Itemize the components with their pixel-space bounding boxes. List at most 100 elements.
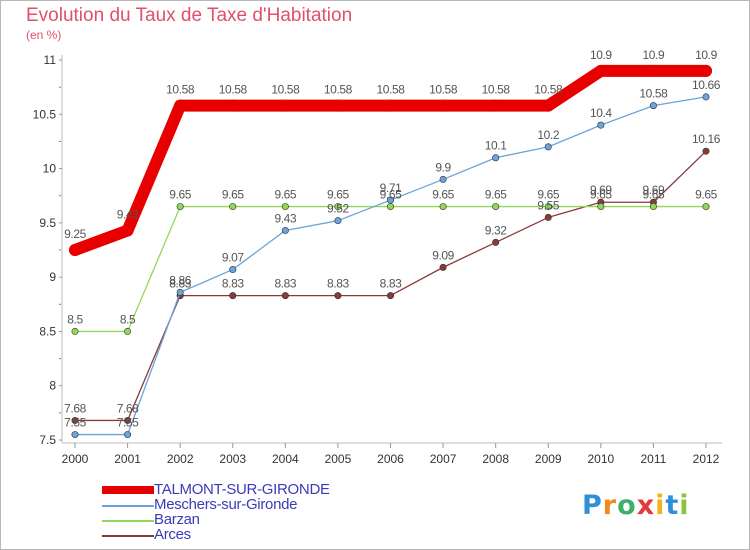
data-point	[439, 175, 447, 183]
data-point	[124, 416, 132, 424]
data-point	[702, 147, 710, 155]
data-label: 9.69	[590, 183, 612, 197]
data-label: 10.4	[590, 106, 612, 120]
data-point	[279, 99, 292, 112]
data-point	[174, 99, 187, 112]
data-point	[71, 416, 79, 424]
data-point	[334, 217, 342, 225]
data-point	[176, 288, 184, 296]
data-point	[542, 99, 555, 112]
series-line	[69, 64, 712, 256]
data-label: 10.16	[692, 132, 721, 146]
y-tick-label: 9	[49, 270, 56, 284]
data-point	[124, 327, 132, 335]
data-label: 10.2	[537, 128, 559, 142]
logo-letter: x	[636, 490, 656, 521]
data-label: 10.1	[485, 139, 507, 153]
data-point	[386, 196, 394, 204]
data-label: 9.65	[643, 188, 665, 202]
data-point	[281, 292, 289, 300]
data-label: 9.07	[222, 251, 244, 265]
data-label: 8.83	[327, 277, 349, 291]
data-point	[649, 203, 657, 211]
data-label: 8.5	[67, 312, 83, 326]
x-tick-label: 2011	[641, 452, 667, 466]
series-line	[74, 96, 707, 436]
data-label: 9.52	[327, 202, 349, 216]
data-point	[700, 64, 712, 77]
data-point	[544, 213, 552, 221]
data-point	[647, 64, 660, 77]
logo-letter: i	[679, 490, 690, 521]
data-label: 10.58	[482, 83, 511, 97]
y-unit-label: (en %)	[26, 28, 62, 42]
data-label: 10.9	[643, 48, 665, 62]
data-point	[69, 244, 81, 256]
data-label: 8.83	[274, 277, 296, 291]
x-tick-label: 2012	[693, 452, 720, 466]
legend-label: TALMONT-SUR-GIRONDE	[154, 481, 330, 498]
data-point	[492, 238, 500, 246]
data-label: 9.71	[380, 181, 402, 195]
logo-letter: t	[665, 490, 680, 521]
data-point	[281, 226, 289, 234]
y-tick-label: 8.5	[39, 324, 56, 338]
data-label: 9.09	[432, 248, 454, 262]
x-tick-label: 2005	[325, 452, 352, 466]
data-point	[544, 203, 552, 211]
data-point	[492, 203, 500, 211]
data-label: 9.25	[64, 227, 86, 241]
data-point	[386, 203, 394, 211]
data-point	[229, 203, 237, 211]
data-label: 9.69	[643, 183, 665, 197]
data-label: 7.55	[64, 416, 86, 430]
y-tick-label: 9.5	[39, 216, 56, 230]
data-label: 9.43	[117, 207, 139, 221]
data-point	[439, 203, 447, 211]
data-label: 9.32	[485, 223, 507, 237]
data-label: 8.83	[380, 277, 402, 291]
data-label: 9.65	[590, 188, 612, 202]
x-tick-label: 2008	[482, 452, 509, 466]
legend-swatch	[102, 520, 154, 522]
legend-label: Arces	[154, 526, 191, 543]
logo-letter: i	[655, 490, 666, 521]
data-point	[544, 143, 552, 151]
series-line	[74, 205, 707, 333]
data-label: 9.65	[169, 188, 191, 202]
data-label: 10.58	[639, 87, 668, 101]
data-label: 10.66	[692, 78, 721, 92]
data-point	[594, 64, 607, 77]
data-label: 10.9	[590, 48, 612, 62]
x-tick-label: 2001	[114, 452, 141, 466]
data-point	[597, 203, 605, 211]
series-layer	[69, 64, 712, 439]
data-point	[702, 93, 710, 101]
data-point	[492, 154, 500, 162]
data-point	[439, 263, 447, 271]
data-point	[281, 203, 289, 211]
y-tick-label: 10	[43, 162, 57, 176]
data-label: 7.68	[64, 401, 86, 415]
logo-letter: P	[582, 490, 603, 521]
data-label: 9.65	[537, 188, 559, 202]
data-point	[384, 99, 397, 112]
data-point	[229, 266, 237, 274]
data-label: 9.43	[274, 211, 296, 225]
data-point	[489, 99, 502, 112]
proxiti-logo: Proxiti	[582, 490, 690, 521]
data-label: 10.58	[166, 83, 195, 97]
data-point	[334, 292, 342, 300]
data-point	[124, 431, 132, 439]
data-label: 9.65	[327, 188, 349, 202]
data-label: 10.58	[219, 83, 248, 97]
y-tick-label: 11	[44, 53, 57, 67]
data-point	[176, 203, 184, 211]
data-label: 9.65	[485, 188, 507, 202]
data-label: 10.58	[534, 83, 563, 97]
x-tick-label: 2006	[377, 452, 404, 466]
data-label: 9.9	[435, 160, 451, 174]
data-label-layer: 7.68 7.68 8.83 8.83 8.83 8.83 8.83 9.09 9.32 9.55…	[64, 48, 721, 430]
data-point	[649, 102, 657, 110]
legend-swatch	[102, 535, 154, 537]
